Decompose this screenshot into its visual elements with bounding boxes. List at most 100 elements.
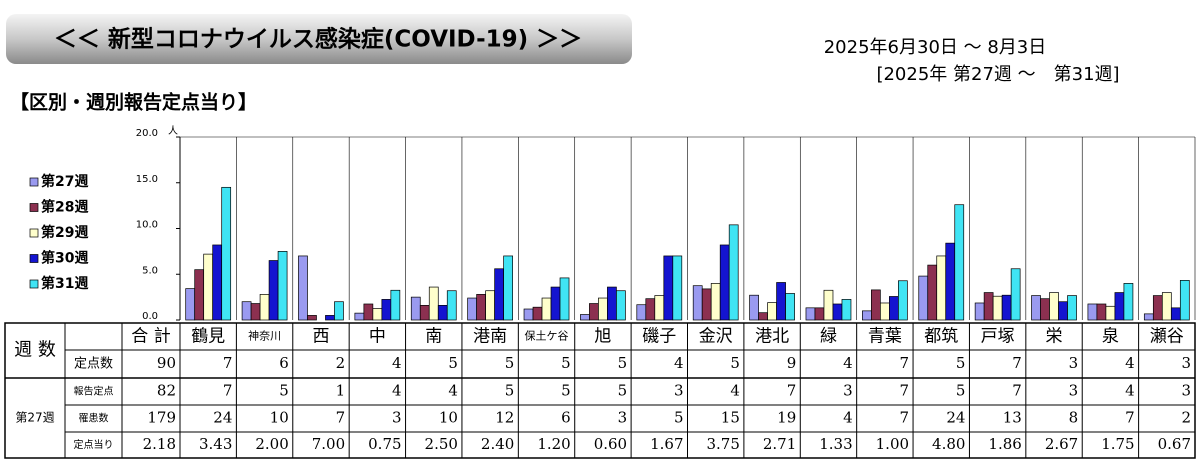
cell: 7	[1012, 354, 1022, 372]
ward-header: 港南	[473, 327, 507, 347]
cell: 7	[223, 354, 233, 372]
cell: 179	[147, 409, 176, 427]
title-banner	[6, 14, 632, 64]
bar	[381, 299, 392, 321]
bar	[419, 305, 430, 321]
cell: 19	[777, 409, 796, 427]
section-title: 【区別・週別報告定点当り】	[10, 91, 257, 114]
bar	[212, 244, 223, 321]
bar	[758, 312, 768, 321]
bar	[194, 269, 205, 321]
bar	[221, 186, 232, 321]
cell: 1.33	[819, 435, 852, 453]
ward-header: 中	[369, 327, 386, 347]
bar	[918, 275, 929, 321]
total-header: 合 計	[131, 327, 170, 347]
cell: 4	[1125, 354, 1135, 372]
cell: 5	[279, 382, 289, 400]
bar	[776, 282, 786, 321]
ward-header: 磯子	[642, 327, 676, 347]
ward-header: 鶴見	[191, 327, 225, 347]
legend-label: 第29週	[41, 224, 88, 241]
cell: 12	[495, 409, 514, 427]
ward-header: 栄	[1046, 327, 1063, 347]
bar	[645, 298, 656, 321]
row-label: 定点当り	[74, 438, 114, 451]
bar	[437, 305, 448, 321]
legend-swatch	[29, 203, 39, 212]
bar	[983, 292, 994, 321]
bar	[446, 290, 457, 321]
cell: 7	[336, 409, 346, 427]
ward-header: 都筑	[924, 327, 958, 347]
cell: 2	[1181, 409, 1191, 427]
bar	[832, 303, 843, 321]
legend-label: 第30週	[41, 250, 88, 267]
ward-header: 南	[425, 327, 442, 347]
y-tick-label: 5.0	[142, 265, 158, 276]
cell: 4.80	[932, 435, 965, 453]
bar	[1067, 295, 1077, 321]
bar	[663, 255, 674, 321]
cell: 4	[843, 409, 853, 427]
bar	[559, 277, 570, 321]
cell: 5	[448, 354, 458, 372]
cell: 5	[618, 382, 628, 400]
bar	[862, 310, 872, 321]
cell: 3	[618, 409, 628, 427]
bar	[428, 286, 439, 321]
cell: 2	[336, 354, 346, 372]
cell: 3	[1069, 354, 1079, 372]
y-tick-label: 10.0	[136, 220, 158, 231]
legend-swatch	[29, 254, 39, 263]
title: ＜＜ 新型コロナウイルス感染症(COVID-19) ＞＞	[54, 26, 582, 53]
bar	[616, 290, 626, 321]
cell: 7	[223, 382, 233, 400]
bar	[945, 242, 956, 321]
bar	[532, 306, 543, 321]
cell: 82	[157, 382, 176, 400]
bar	[241, 301, 252, 321]
cell: 3	[1069, 382, 1079, 400]
bar	[927, 264, 938, 321]
bar	[1123, 283, 1134, 321]
cell: 13	[1003, 409, 1022, 427]
cell: 3	[1181, 382, 1191, 400]
legend-swatch	[29, 279, 39, 289]
cell: 1.75	[1101, 435, 1134, 453]
bar	[841, 299, 852, 321]
bar	[654, 295, 665, 321]
cell: 2.67	[1045, 435, 1078, 453]
bar	[390, 289, 401, 321]
legend-label: 第31週	[41, 275, 88, 292]
ward-header: 青葉	[868, 327, 902, 347]
ward-header: 緑	[820, 327, 837, 347]
bar	[889, 296, 899, 321]
cell: 5	[956, 382, 966, 400]
bar	[277, 251, 288, 321]
bar	[476, 294, 486, 321]
cell: 6	[279, 354, 289, 372]
legend-label: 第28週	[41, 199, 88, 216]
y-tick-label: 20.0	[136, 128, 158, 139]
cell: 9	[787, 354, 797, 372]
ward-header: 保土ケ谷	[525, 329, 569, 343]
bar	[974, 302, 985, 321]
period: 2025年6月30日 ～ 8月3日	[824, 37, 1047, 58]
bar	[880, 302, 890, 321]
bar	[936, 255, 947, 321]
bar	[992, 295, 1003, 321]
bar	[494, 268, 504, 321]
cell: 4	[392, 354, 402, 372]
bar	[1087, 303, 1098, 321]
cell: 3	[1181, 354, 1191, 372]
y-tick-label: 0.0	[142, 311, 158, 322]
bar	[467, 297, 477, 321]
bar	[1031, 295, 1041, 321]
bar	[550, 286, 561, 321]
bar	[503, 255, 513, 321]
ward-header: 西	[312, 327, 329, 347]
bar	[954, 204, 965, 321]
bar	[785, 293, 795, 321]
